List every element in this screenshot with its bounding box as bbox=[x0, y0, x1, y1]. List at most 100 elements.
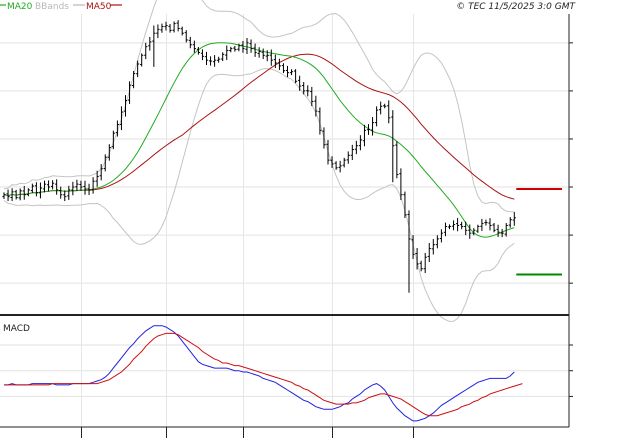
price-bar bbox=[111, 130, 115, 150]
price-bar bbox=[79, 180, 83, 191]
price-bar bbox=[241, 40, 245, 53]
price-bar bbox=[492, 222, 496, 233]
price-bar bbox=[439, 229, 443, 243]
price-bar bbox=[123, 95, 128, 117]
price-levels bbox=[516, 187, 562, 276]
price-bar bbox=[330, 156, 334, 168]
price-bar bbox=[476, 224, 480, 233]
macd-panel: MACD bbox=[0, 324, 573, 422]
price-bar bbox=[257, 47, 261, 58]
price-bar bbox=[460, 221, 464, 230]
price-bar bbox=[30, 183, 34, 194]
price-bar bbox=[383, 103, 387, 109]
price-bar bbox=[249, 39, 253, 53]
price-bar bbox=[144, 42, 148, 60]
price-bar bbox=[261, 48, 265, 60]
price-bar bbox=[407, 210, 411, 293]
price-bar bbox=[342, 157, 346, 168]
price-bar bbox=[63, 190, 67, 202]
price-bar bbox=[358, 135, 362, 151]
price-bar bbox=[59, 186, 63, 199]
price-bar bbox=[500, 228, 504, 238]
price-bar bbox=[42, 180, 47, 193]
price-bar bbox=[217, 56, 221, 63]
price-panel bbox=[0, 0, 573, 427]
price-bar bbox=[152, 25, 156, 67]
macd-lines bbox=[4, 325, 523, 422]
bband-lower-line bbox=[3, 67, 515, 322]
price-bar bbox=[26, 188, 30, 197]
price-bar bbox=[508, 217, 512, 228]
price-bar bbox=[253, 43, 257, 57]
price-bar bbox=[184, 30, 188, 43]
price-bar bbox=[484, 219, 488, 226]
price-bar bbox=[314, 95, 318, 117]
price-bar bbox=[87, 183, 91, 196]
price-bar bbox=[265, 50, 269, 62]
price-bar bbox=[172, 21, 176, 33]
price-bar bbox=[71, 181, 75, 196]
price-bar bbox=[399, 168, 403, 201]
price-bar bbox=[395, 141, 399, 179]
price-bar bbox=[451, 220, 456, 231]
price-bar bbox=[132, 70, 136, 89]
x-axis bbox=[81, 427, 414, 438]
price-bar bbox=[480, 218, 484, 231]
price-bar bbox=[512, 212, 516, 226]
price-bar bbox=[136, 60, 140, 78]
macd-signal-line bbox=[4, 332, 523, 417]
macd-title: MACD bbox=[3, 324, 30, 334]
price-bar bbox=[168, 24, 172, 33]
price-bar bbox=[164, 21, 168, 31]
price-bar bbox=[431, 239, 435, 255]
price-bar bbox=[366, 124, 371, 135]
price-bar bbox=[229, 46, 233, 53]
price-bar bbox=[354, 140, 358, 155]
price-bar bbox=[423, 252, 427, 274]
price-bar bbox=[95, 170, 99, 187]
copyright-label: © TEC 11/5/2025 3:0 GMT bbox=[456, 2, 576, 12]
price-bar bbox=[200, 49, 205, 61]
price-bar bbox=[443, 222, 448, 237]
price-bar bbox=[346, 151, 350, 164]
price-bar bbox=[427, 242, 431, 263]
price-bar bbox=[22, 185, 26, 200]
price-bar bbox=[306, 85, 310, 97]
price-bars bbox=[2, 20, 516, 293]
price-bar bbox=[115, 120, 119, 137]
price-bar bbox=[51, 180, 55, 190]
price-bar bbox=[233, 45, 237, 52]
price-bar bbox=[196, 47, 200, 55]
price-bar bbox=[10, 188, 14, 202]
price-bar bbox=[403, 191, 407, 219]
price-bar bbox=[415, 247, 419, 270]
price-bar bbox=[302, 82, 306, 95]
price-bar bbox=[213, 55, 217, 67]
price-bar bbox=[75, 179, 79, 192]
price-bar bbox=[285, 65, 290, 78]
price-bar bbox=[2, 192, 6, 200]
price-bar bbox=[370, 117, 375, 136]
price-bar bbox=[277, 58, 281, 71]
price-bar bbox=[119, 106, 124, 131]
price-bar bbox=[180, 26, 184, 36]
price-bar bbox=[6, 189, 10, 202]
price-bar bbox=[310, 86, 314, 107]
price-bar bbox=[334, 161, 338, 170]
price-grid bbox=[0, 14, 569, 427]
price-bar bbox=[99, 164, 103, 181]
bband-upper-line bbox=[3, 0, 515, 213]
price-bar bbox=[127, 81, 132, 104]
price-bar bbox=[18, 188, 22, 201]
legend-ma50: MA50 bbox=[86, 2, 112, 12]
price-bar bbox=[391, 110, 395, 183]
price-bar bbox=[456, 217, 460, 232]
price-bar bbox=[225, 45, 229, 61]
price-bar bbox=[419, 260, 423, 272]
macd-grid bbox=[0, 344, 569, 397]
price-bar bbox=[472, 228, 476, 236]
price-bar bbox=[38, 182, 43, 199]
price-bar bbox=[204, 51, 209, 66]
price-bar bbox=[411, 235, 415, 259]
